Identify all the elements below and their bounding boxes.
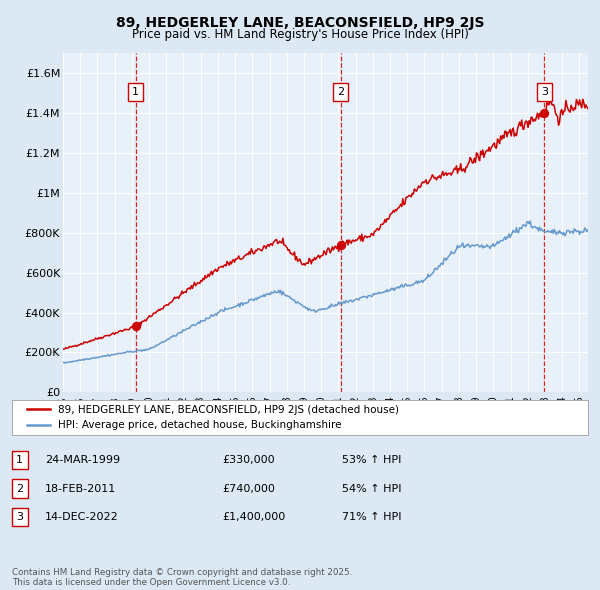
Text: £1,400,000: £1,400,000 [222,512,285,522]
Text: 89, HEDGERLEY LANE, BEACONSFIELD, HP9 2JS: 89, HEDGERLEY LANE, BEACONSFIELD, HP9 2J… [116,16,484,30]
Text: 14-DEC-2022: 14-DEC-2022 [45,512,119,522]
Text: 1: 1 [133,87,139,97]
Text: 1: 1 [16,455,23,465]
Text: 71% ↑ HPI: 71% ↑ HPI [342,512,401,522]
Text: Price paid vs. HM Land Registry's House Price Index (HPI): Price paid vs. HM Land Registry's House … [131,28,469,41]
Text: 2: 2 [16,484,23,493]
Text: 3: 3 [16,512,23,522]
Text: 24-MAR-1999: 24-MAR-1999 [45,455,120,465]
Text: 53% ↑ HPI: 53% ↑ HPI [342,455,401,465]
Text: 54% ↑ HPI: 54% ↑ HPI [342,484,401,493]
Point [539,108,549,117]
Text: Contains HM Land Registry data © Crown copyright and database right 2025.
This d: Contains HM Land Registry data © Crown c… [12,568,352,587]
Text: 18-FEB-2011: 18-FEB-2011 [45,484,116,493]
Point [131,322,140,331]
Text: £330,000: £330,000 [222,455,275,465]
Point [336,240,346,250]
Text: 3: 3 [541,87,548,97]
Legend: 89, HEDGERLEY LANE, BEACONSFIELD, HP9 2JS (detached house), HPI: Average price, : 89, HEDGERLEY LANE, BEACONSFIELD, HP9 2J… [23,401,404,434]
Text: £740,000: £740,000 [222,484,275,493]
Text: 2: 2 [337,87,344,97]
